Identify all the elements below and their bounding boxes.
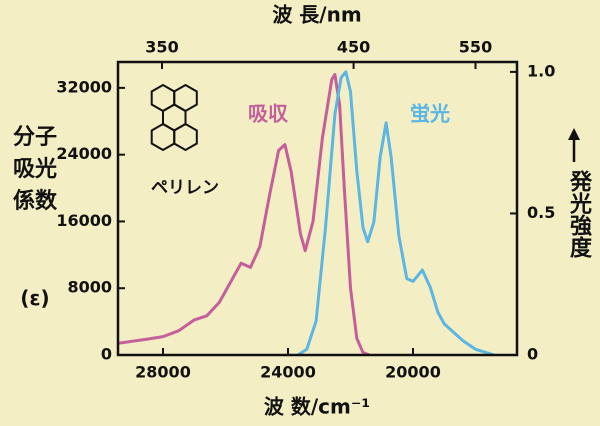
y2-tick-label: 1.0 [527,61,555,80]
x-tick-label: 24000 [260,363,316,382]
ring [150,122,176,152]
x2-tick-label: 450 [337,38,370,57]
molecule-label: ペリレン [151,178,219,198]
x-tick-label: 28000 [135,363,191,382]
series-label: 吸収 [248,102,289,126]
x-tick-label: 20000 [385,363,441,382]
y2-axis-title: 発光強度 [566,170,591,258]
y-axis-unit: (ε) [20,286,50,310]
y-tick-label: 0 [101,345,112,364]
plot-frame [116,60,519,357]
y-tick-label: 8000 [67,278,112,297]
y-axis-title: 分子吸光係数 [12,125,57,214]
molecule-structure [150,83,198,152]
y-tick-label: 16000 [56,211,112,230]
ring [173,122,198,152]
y-tick-label: 32000 [56,77,112,96]
x-axis-title: 波 数/cm⁻¹ [264,395,370,419]
y-tick-label: 24000 [56,144,112,163]
up-arrow [568,128,580,162]
y2-tick-label: 0.5 [527,203,555,222]
x2-tick-label: 350 [145,38,178,57]
series-line [297,70,495,357]
top-axis-title: 波 長/nm [272,3,361,27]
series-label: 蛍光 [410,102,450,126]
y2-tick-label: 0 [527,345,538,364]
series-line [117,73,370,357]
x2-tick-label: 550 [459,38,492,57]
